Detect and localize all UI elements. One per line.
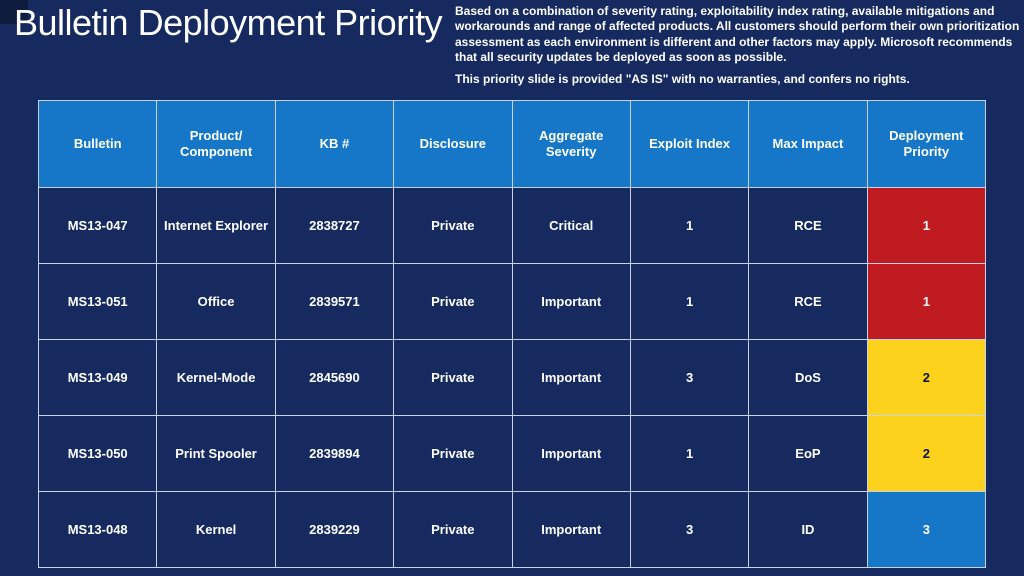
cell-bulletin: MS13-047 [37, 187, 158, 264]
cell-exploit-index: 3 [629, 491, 750, 568]
cell-severity: Important [511, 415, 631, 492]
table-row: MS13-051 Office 2839571 Private Importan… [37, 263, 987, 340]
cell-deployment-priority: 2 [866, 415, 987, 492]
corner-accent [0, 0, 28, 24]
cell-product: Internet Explorer [156, 187, 276, 264]
column-header-bulletin: Bulletin [37, 100, 158, 188]
disclaimer-paragraph: Based on a combination of severity ratin… [455, 4, 1020, 65]
cell-max-impact: RCE [748, 187, 868, 264]
column-header-product-component: Product/ Component [156, 100, 276, 188]
cell-disclosure: Private [393, 263, 513, 340]
cell-kb: 2839229 [274, 491, 395, 568]
disclaimer: Based on a combination of severity ratin… [455, 4, 1021, 95]
column-header-deployment-priority: Deployment Priority [866, 100, 987, 188]
cell-bulletin: MS13-050 [37, 415, 158, 492]
table-row: MS13-049 Kernel-Mode 2845690 Private Imp… [37, 339, 987, 416]
cell-max-impact: EoP [748, 415, 868, 492]
cell-exploit-index: 1 [629, 187, 750, 264]
cell-kb: 2839571 [274, 263, 395, 340]
cell-exploit-index: 3 [629, 339, 750, 416]
bulletin-table: Bulletin Product/ Component KB # Disclos… [37, 100, 987, 568]
cell-kb: 2845690 [274, 339, 395, 416]
cell-severity: Important [511, 339, 631, 416]
cell-bulletin: MS13-049 [37, 339, 158, 416]
cell-disclosure: Private [393, 415, 513, 492]
cell-max-impact: DoS [748, 339, 868, 416]
cell-kb: 2839894 [274, 415, 395, 492]
cell-product: Kernel [156, 491, 276, 568]
column-header-aggregate-severity: Aggregate Severity [511, 100, 631, 188]
cell-bulletin: MS13-048 [37, 491, 158, 568]
cell-disclosure: Private [393, 491, 513, 568]
cell-severity: Important [511, 263, 631, 340]
cell-max-impact: ID [748, 491, 868, 568]
cell-severity: Critical [511, 187, 631, 264]
column-header-disclosure: Disclosure [393, 100, 513, 188]
column-header-max-impact: Max Impact [748, 100, 868, 188]
cell-deployment-priority: 3 [866, 491, 987, 568]
table-row: MS13-047 Internet Explorer 2838727 Priva… [37, 187, 987, 264]
cell-exploit-index: 1 [629, 263, 750, 340]
cell-exploit-index: 1 [629, 415, 750, 492]
cell-disclosure: Private [393, 187, 513, 264]
cell-max-impact: RCE [748, 263, 868, 340]
table-row: MS13-050 Print Spooler 2839894 Private I… [37, 415, 987, 492]
column-header-exploit-index: Exploit Index [629, 100, 750, 188]
cell-deployment-priority: 2 [866, 339, 987, 416]
column-header-kb: KB # [274, 100, 395, 188]
cell-product: Kernel-Mode [156, 339, 276, 416]
header-row: Bulletin Product/ Component KB # Disclos… [37, 100, 987, 188]
cell-bulletin: MS13-051 [37, 263, 158, 340]
cell-deployment-priority: 1 [866, 263, 987, 340]
cell-product: Print Spooler [156, 415, 276, 492]
cell-disclosure: Private [393, 339, 513, 416]
cell-kb: 2838727 [274, 187, 395, 264]
cell-deployment-priority: 1 [866, 187, 987, 264]
page-title: Bulletin Deployment Priority [14, 2, 443, 43]
cell-product: Office [156, 263, 276, 340]
disclaimer-note: This priority slide is provided "AS IS" … [455, 72, 910, 87]
table-row: MS13-048 Kernel 2839229 Private Importan… [37, 491, 987, 568]
cell-severity: Important [511, 491, 631, 568]
